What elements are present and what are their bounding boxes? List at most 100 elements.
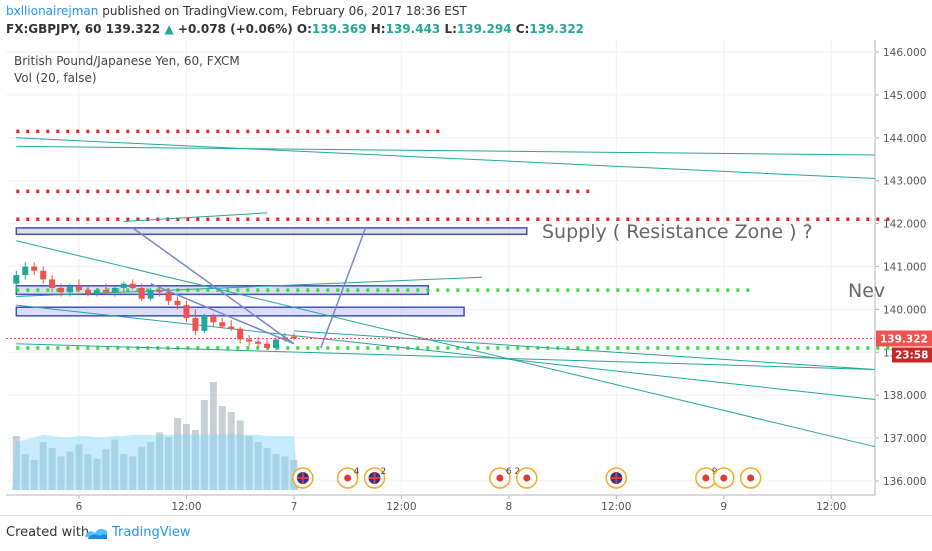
event-dot-icon (496, 474, 504, 482)
tradingview-logo-icon[interactable] (84, 525, 108, 545)
up-arrow-icon: ▲ (164, 22, 174, 36)
volume-bar (281, 456, 289, 490)
volume-bar (156, 432, 164, 490)
arrow-line[interactable] (320, 227, 367, 349)
trend-line[interactable] (123, 212, 268, 222)
candle-body (228, 326, 235, 329)
published-text: published on TradingView.com, February 0… (102, 4, 467, 18)
volume-bar (165, 437, 173, 490)
open-label: O: (296, 22, 312, 36)
y-tick-label: 136.000 (883, 476, 926, 488)
volume-bar (254, 442, 262, 490)
candle-body (102, 290, 109, 293)
supply-zone-rect[interactable] (15, 306, 465, 317)
candle-body (290, 336, 297, 339)
trend-line[interactable] (293, 330, 876, 370)
volume-bar (102, 449, 110, 490)
candle-body (201, 315, 208, 331)
candle-body (165, 292, 172, 301)
candle-body (67, 285, 74, 293)
x-tick-label: 12:00 (171, 501, 201, 513)
low-label: L: (444, 22, 457, 36)
volume-bar (93, 458, 101, 490)
trend-line[interactable] (16, 145, 876, 156)
x-tick-label: 8 (505, 501, 512, 513)
volume-bar (111, 439, 119, 490)
candle-body (246, 339, 253, 342)
volume-bar (21, 454, 29, 490)
volume-bar (66, 451, 74, 490)
arrow-line[interactable] (132, 227, 295, 345)
trend-line[interactable] (16, 240, 876, 448)
candle-body (31, 266, 38, 271)
x-tick-label: 9 (720, 501, 727, 513)
event-count-label: 6 2 (506, 467, 520, 477)
candle-body (49, 279, 56, 288)
tradingview-link[interactable]: TradingView (112, 525, 191, 540)
volume-bar (191, 430, 199, 490)
candle-body (147, 290, 154, 299)
high-value: 139.443 (385, 22, 441, 36)
price-chart[interactable]: 146.000 145.000 144.000 143.000 142.000 141.0… (0, 40, 932, 515)
volume-bar (57, 456, 65, 490)
symbol-label: FX:GBPJPY, 60 (6, 22, 102, 36)
x-tick-label: 7 (291, 501, 298, 513)
candle-body (58, 287, 65, 293)
candle-body (237, 328, 244, 340)
volume-bar (272, 454, 280, 490)
author-link[interactable]: bxllionairejman (6, 4, 99, 18)
volume-bar (200, 400, 208, 490)
cut-off-label[interactable]: Nev (848, 280, 885, 302)
volume-bar (227, 412, 235, 490)
x-tick-label: 12:00 (816, 501, 846, 513)
volume-bar (174, 418, 182, 490)
candle-body (281, 337, 288, 340)
candle-body (192, 317, 199, 331)
candle-body (219, 322, 226, 327)
countdown-tag-label: 23:58 (895, 349, 928, 361)
event-dot-icon (702, 474, 710, 482)
y-tick-label: 146.000 (883, 47, 926, 59)
trend-line[interactable] (16, 137, 876, 180)
x-tick-label: 12:00 (386, 501, 416, 513)
volume-bar (48, 448, 56, 490)
candle-body (255, 341, 262, 344)
trend-line[interactable] (16, 343, 876, 370)
volume-bar (84, 454, 92, 490)
volume-bar (129, 456, 137, 490)
y-tick-label: 138.000 (883, 390, 926, 402)
supply-zone-label[interactable]: Supply ( Resistance Zone ) ? (542, 221, 813, 243)
volume-ma-area (11, 434, 299, 490)
candle-body (22, 266, 29, 276)
instrument-legend[interactable]: British Pound/Japanese Yen, 60, FXCM (14, 54, 240, 68)
close-value: 139.322 (529, 22, 585, 36)
y-tick-label: 141.000 (883, 262, 926, 274)
trend-line[interactable] (16, 304, 876, 400)
candle-body (210, 315, 217, 323)
candle-body (120, 283, 127, 288)
low-value: 139.294 (456, 22, 512, 36)
price-change: +0.078 (+0.06%) (177, 22, 293, 36)
candle-body (174, 300, 181, 306)
x-tick-label: 6 (76, 501, 83, 513)
countdown-tag (892, 347, 932, 363)
supply-zone-rect[interactable] (15, 227, 528, 236)
candle-body (13, 275, 20, 284)
candle-body (76, 285, 82, 291)
volume-legend[interactable]: Vol (20, false) (14, 71, 97, 85)
event-dot-icon (720, 474, 728, 482)
candle-body (273, 339, 280, 349)
arrow-line[interactable] (150, 282, 295, 345)
candle-body (40, 270, 47, 280)
event-dot-icon (523, 474, 531, 482)
created-with-text: Created with (6, 525, 90, 540)
event-count-label: 4 (354, 467, 360, 477)
last-price-tag-label: 139.322 (880, 333, 928, 345)
candle-body (93, 290, 100, 295)
volume-bar (147, 442, 155, 490)
footer-bar: Created with TradingView (0, 515, 932, 551)
volume-bar (39, 442, 47, 490)
volume-bar (12, 436, 20, 490)
y-tick-label: 144.000 (883, 133, 926, 145)
volume-bar (218, 406, 226, 490)
